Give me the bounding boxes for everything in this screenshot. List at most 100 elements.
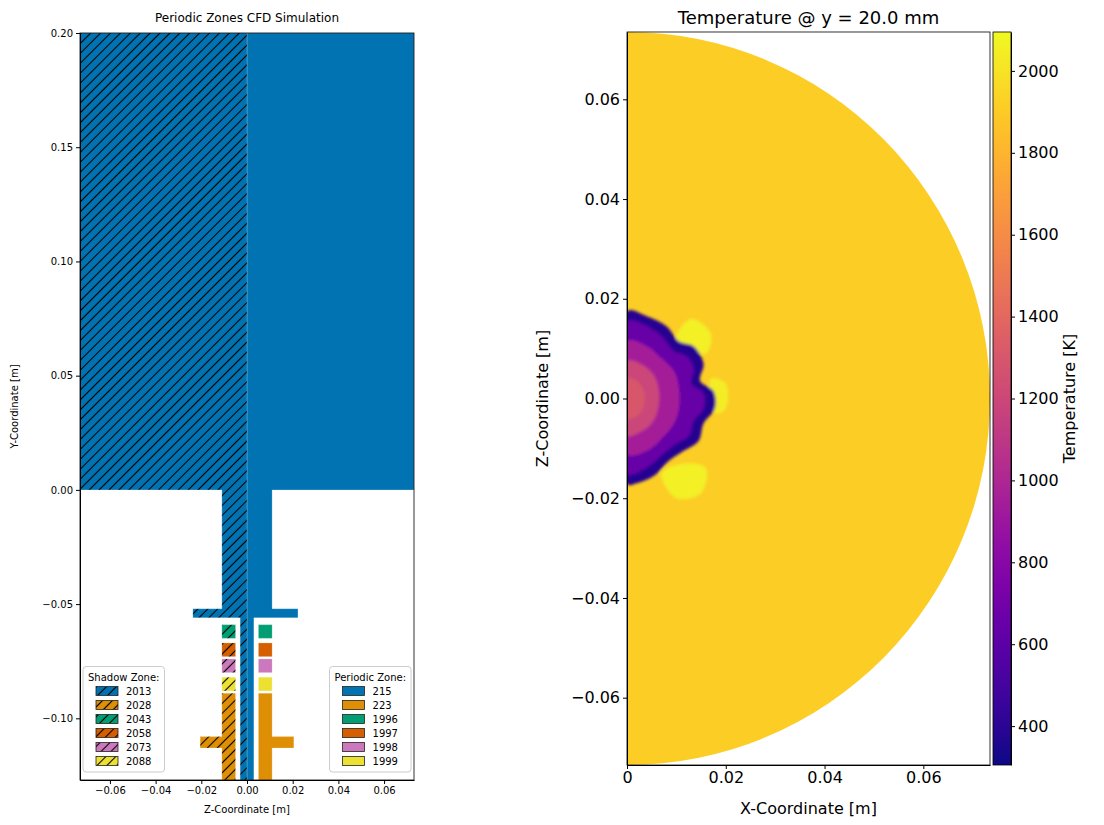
y-tick: 0.05 — [51, 370, 80, 381]
legend-item: 1997 — [343, 728, 398, 739]
legend-label: 215 — [373, 686, 392, 697]
x-tick: 0.02 — [282, 780, 304, 796]
legend-swatch — [343, 743, 365, 752]
colorbar-tick-mark — [1011, 317, 1015, 318]
colorbar-tick-mark — [1011, 726, 1015, 727]
legend-label: 223 — [373, 700, 392, 711]
legend-label: 2043 — [126, 714, 151, 725]
y-tick: −0.05 — [42, 599, 80, 610]
x-tick-label: 0.02 — [282, 785, 304, 796]
chart-title: Temperature @ y = 20.0 mm — [677, 7, 940, 28]
legend-swatch — [96, 701, 118, 710]
x-tick: −0.06 — [95, 780, 126, 796]
zone — [247, 33, 414, 780]
legend-label: 2028 — [126, 700, 151, 711]
zone — [80, 33, 247, 780]
temperature-panel: 00.020.040.06−0.06−0.04−0.020.000.020.04… — [533, 7, 1079, 818]
legend-label: 1999 — [373, 756, 398, 767]
temperature-region — [627, 310, 716, 485]
x-axis-title: Z-Coordinate [m] — [204, 804, 290, 815]
colorbar-tick-label: 1000 — [1018, 471, 1059, 490]
colorbar-tick-mark — [1011, 71, 1015, 72]
colorbar-tick: 600 — [1011, 635, 1049, 654]
colorbar-tick: 1800 — [1011, 143, 1059, 162]
colorbar: 400600800100012001400160018002000Tempera… — [993, 32, 1079, 766]
x-tick-mark — [110, 780, 111, 784]
y-tick-label: −0.02 — [571, 489, 620, 508]
colorbar-tick-mark — [1011, 235, 1015, 236]
zone — [258, 693, 293, 780]
x-tick-label: 0.04 — [807, 768, 843, 787]
legend-item: 1996 — [343, 714, 398, 725]
zone — [222, 643, 236, 657]
y-tick-mark — [76, 376, 80, 377]
x-tick-mark — [338, 780, 339, 784]
legend-swatch — [343, 757, 365, 766]
legend-item: 2088 — [96, 756, 151, 767]
colorbar-tick-label: 600 — [1018, 635, 1049, 654]
y-tick-mark — [623, 99, 627, 100]
y-tick-mark — [623, 199, 627, 200]
x-tick: 0 — [622, 765, 632, 787]
zone — [222, 659, 236, 673]
temperature-region — [627, 360, 659, 436]
colorbar-tick-label: 2000 — [1018, 62, 1059, 81]
x-tick-label: 0.06 — [373, 785, 395, 796]
legend-title: Periodic Zone: — [335, 672, 406, 683]
x-axis-title: X-Coordinate [m] — [740, 799, 877, 818]
y-tick: 0.02 — [584, 289, 627, 308]
legend-label: 1998 — [373, 742, 398, 753]
y-tick-label: 0.05 — [51, 370, 73, 381]
zone — [258, 643, 272, 657]
legend-swatch — [343, 729, 365, 738]
y-tick: −0.06 — [571, 688, 627, 707]
x-tick-label: 0.00 — [236, 785, 258, 796]
zone — [258, 625, 272, 639]
colorbar-tick: 2000 — [1011, 62, 1059, 81]
zone — [258, 677, 272, 691]
legend-swatch — [343, 701, 365, 710]
y-tick-label: 0.04 — [584, 190, 620, 209]
legend-item: 215 — [343, 686, 392, 697]
colorbar-title: Temperature [K] — [1060, 334, 1079, 464]
colorbar-tick-label: 1400 — [1018, 307, 1059, 326]
colorbar-tick: 1200 — [1011, 389, 1059, 408]
y-tick-label: 0.02 — [584, 289, 620, 308]
legend-label: 2013 — [126, 686, 151, 697]
y-tick-mark — [623, 598, 627, 599]
plot-frame — [627, 32, 990, 765]
y-tick-label: −0.10 — [42, 713, 73, 724]
y-tick-label: −0.04 — [571, 589, 620, 608]
x-tick: 0.04 — [807, 765, 843, 787]
colorbar-tick: 800 — [1011, 553, 1049, 572]
y-tick-label: 0.06 — [584, 90, 620, 109]
y-tick-label: −0.05 — [42, 599, 73, 610]
x-tick-label: −0.02 — [186, 785, 217, 796]
legend-item: 1998 — [343, 742, 398, 753]
y-tick: 0.10 — [51, 256, 80, 267]
y-tick-mark — [76, 718, 80, 719]
y-tick-label: 0.00 — [51, 485, 73, 496]
y-tick-mark — [623, 698, 627, 699]
y-axis-title: Z-Coordinate [m] — [533, 330, 552, 467]
x-tick-mark — [293, 780, 294, 784]
x-tick: −0.04 — [141, 780, 172, 796]
y-tick-mark — [623, 299, 627, 300]
x-tick-label: 0.02 — [708, 768, 744, 787]
legend-item: 223 — [343, 700, 392, 711]
y-tick-mark — [623, 399, 627, 400]
x-tick: 0.02 — [708, 765, 744, 787]
colorbar-tick-mark — [1011, 562, 1015, 563]
x-tick-label: 0.06 — [906, 768, 942, 787]
legend-box — [330, 667, 411, 773]
legend-label: 2073 — [126, 742, 151, 753]
x-tick: 0.04 — [328, 780, 350, 796]
y-tick-mark — [76, 147, 80, 148]
legend-swatch — [96, 743, 118, 752]
legend-label: 2058 — [126, 728, 151, 739]
legend-label: 2088 — [126, 756, 151, 767]
y-tick-label: 0.15 — [51, 142, 73, 153]
colorbar-tick-label: 800 — [1018, 553, 1049, 572]
zone — [258, 659, 272, 673]
zone — [222, 625, 236, 639]
